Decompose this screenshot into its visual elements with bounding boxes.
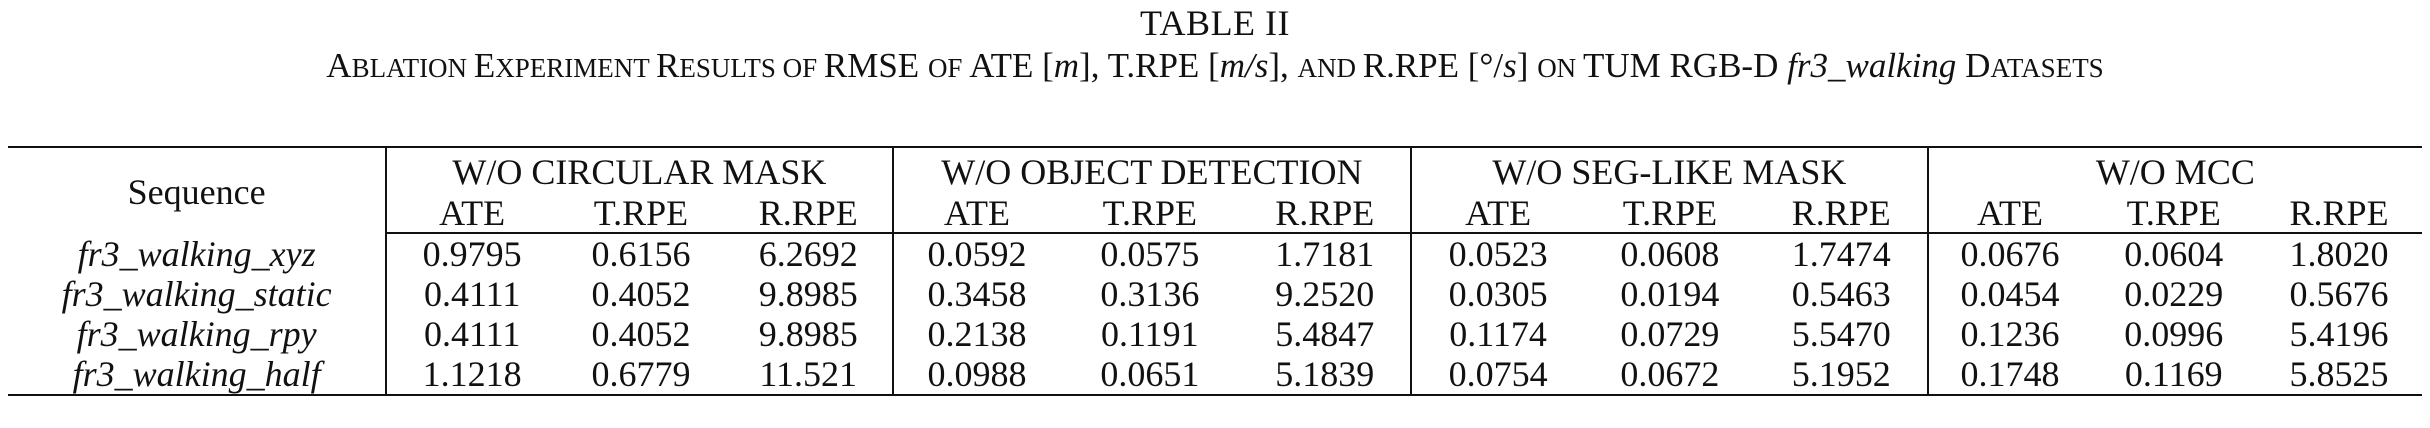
caption-part: ATASETS — [1990, 53, 2104, 83]
metric-header: T.RPE — [1584, 194, 1756, 234]
caption-unit: s — [1503, 46, 1517, 85]
value-cell: 0.6156 — [591, 234, 691, 274]
caption-part: ], T.RPE [ — [1079, 46, 1220, 85]
value-cell: 0.5463 — [1755, 274, 1929, 314]
value-cell: 5.4847 — [1239, 314, 1413, 354]
caption-dataset: fr3_walking — [1787, 46, 1957, 85]
sequence-cell: fr3_walking_xyz — [8, 233, 388, 274]
group-header: W/O SEG-LIKE MASK — [1411, 147, 1929, 194]
value-cell: 11.521 — [724, 354, 894, 395]
value-cell: 0.9795 — [422, 234, 522, 274]
value-cell: 0.0592 — [927, 234, 1027, 274]
value-cell: 1.8020 — [2289, 234, 2389, 274]
table-row: fr3_walking_static 0.4111 0.4052 9.8985 … — [8, 274, 2422, 314]
caption-part: ] — [1516, 46, 1538, 85]
caption-part: RMSE — [823, 46, 928, 85]
caption-part: A — [326, 46, 352, 85]
value-cell: 5.8525 — [2289, 354, 2389, 394]
sequence-cell: fr3_walking_static — [8, 274, 388, 314]
table-caption: ABLATION EXPERIMENT RESULTS OF RMSE OF A… — [0, 46, 2430, 86]
value-cell: 0.0575 — [1100, 234, 1200, 274]
caption-part: AND — [1297, 53, 1363, 83]
value-cell: 0.0996 — [2124, 314, 2224, 354]
value-cell: 0.0672 — [1620, 354, 1720, 394]
value-cell: 0.0608 — [1620, 234, 1720, 274]
caption-part: R.RPE [°/ — [1362, 46, 1504, 85]
value-cell: 0.0754 — [1448, 354, 1548, 394]
sequence-header: Sequence — [8, 147, 388, 233]
metric-header: T.RPE — [2091, 194, 2257, 234]
value-cell: 0.1748 — [1960, 354, 2060, 394]
metric-header: R.RPE — [1755, 194, 1929, 234]
value-cell: 0.0988 — [927, 354, 1027, 394]
caption-unit: m/s — [1219, 46, 1269, 85]
results-table: Sequence W/O CIRCULAR MASK W/O OBJECT DE… — [8, 146, 2422, 396]
metric-header: T.RPE — [557, 194, 725, 234]
value-cell: 1.7181 — [1239, 233, 1413, 274]
value-cell: 0.0676 — [1960, 234, 2060, 274]
value-cell: 1.7474 — [1755, 233, 1929, 274]
caption-part: ], — [1268, 46, 1298, 85]
value-cell: 0.0229 — [2124, 274, 2224, 314]
value-cell: 0.0194 — [1620, 274, 1720, 314]
value-cell: 9.8985 — [724, 274, 894, 314]
table-row: fr3_walking_rpy 0.4111 0.4052 9.8985 0.2… — [8, 314, 2422, 354]
caption-part: TUM RGB-D — [1582, 46, 1788, 85]
metric-header: ATE — [892, 194, 1061, 234]
value-cell: 6.2692 — [724, 233, 894, 274]
value-cell: 0.6779 — [591, 354, 691, 394]
value-cell: 0.3136 — [1100, 274, 1200, 314]
metric-header: T.RPE — [1060, 194, 1240, 234]
metric-header: ATE — [1411, 194, 1585, 234]
value-cell: 0.4111 — [423, 274, 521, 314]
caption-part: ON — [1537, 53, 1583, 83]
value-cell: 0.0523 — [1448, 234, 1548, 274]
caption-part: XPERIMENT — [495, 53, 656, 83]
value-cell: 0.1236 — [1960, 314, 2060, 354]
value-cell: 5.1952 — [1755, 354, 1929, 395]
value-cell: 0.3458 — [927, 274, 1027, 314]
group-header: W/O OBJECT DETECTION — [892, 147, 1413, 194]
value-cell: 0.0454 — [1960, 274, 2060, 314]
table-row: fr3_walking_half 1.1218 0.6779 11.521 0.… — [8, 354, 2422, 395]
caption-part: D — [1956, 46, 1991, 85]
group-header: W/O MCC — [2095, 152, 2255, 192]
caption-part: E — [473, 46, 496, 85]
sequence-cell: fr3_walking_half — [8, 354, 388, 395]
table-number: TABLE II — [1139, 3, 1291, 43]
value-cell: 0.1191 — [1101, 314, 1199, 354]
value-cell: 0.4052 — [591, 274, 691, 314]
group-header: W/O CIRCULAR MASK — [386, 147, 894, 194]
value-cell: 5.1839 — [1239, 354, 1413, 395]
value-cell: 0.2138 — [927, 314, 1027, 354]
metric-header: R.RPE — [1239, 194, 1413, 234]
value-cell: 0.0604 — [2124, 234, 2224, 274]
sequence-cell: fr3_walking_rpy — [8, 314, 388, 354]
value-cell: 0.0729 — [1620, 314, 1720, 354]
value-cell: 0.5676 — [2289, 274, 2389, 314]
metric-header: ATE — [1927, 194, 2092, 234]
caption-part: ESULTS OF — [679, 53, 824, 83]
value-cell: 0.1174 — [1449, 314, 1547, 354]
value-cell: 5.5470 — [1755, 314, 1929, 354]
caption-part: BLATION — [351, 53, 474, 83]
value-cell: 9.8985 — [724, 314, 894, 354]
metric-header: R.RPE — [2256, 194, 2422, 234]
value-cell: 0.0305 — [1448, 274, 1548, 314]
value-cell: 0.0651 — [1100, 354, 1200, 394]
value-cell: 0.4052 — [591, 314, 691, 354]
metric-header: R.RPE — [724, 194, 894, 234]
caption-unit: m — [1053, 46, 1080, 85]
value-cell: 9.2520 — [1239, 274, 1413, 314]
value-cell: 0.4111 — [423, 314, 521, 354]
caption-part: R — [655, 46, 680, 85]
caption-part: ATE [ — [969, 46, 1054, 85]
caption-part: OF — [927, 53, 970, 83]
table-row: fr3_walking_xyz 0.9795 0.6156 6.2692 0.0… — [8, 233, 2422, 274]
value-cell: 5.4196 — [2289, 314, 2389, 354]
value-cell: 0.1169 — [2124, 354, 2223, 394]
metric-header: ATE — [386, 194, 558, 234]
value-cell: 1.1218 — [422, 354, 522, 394]
